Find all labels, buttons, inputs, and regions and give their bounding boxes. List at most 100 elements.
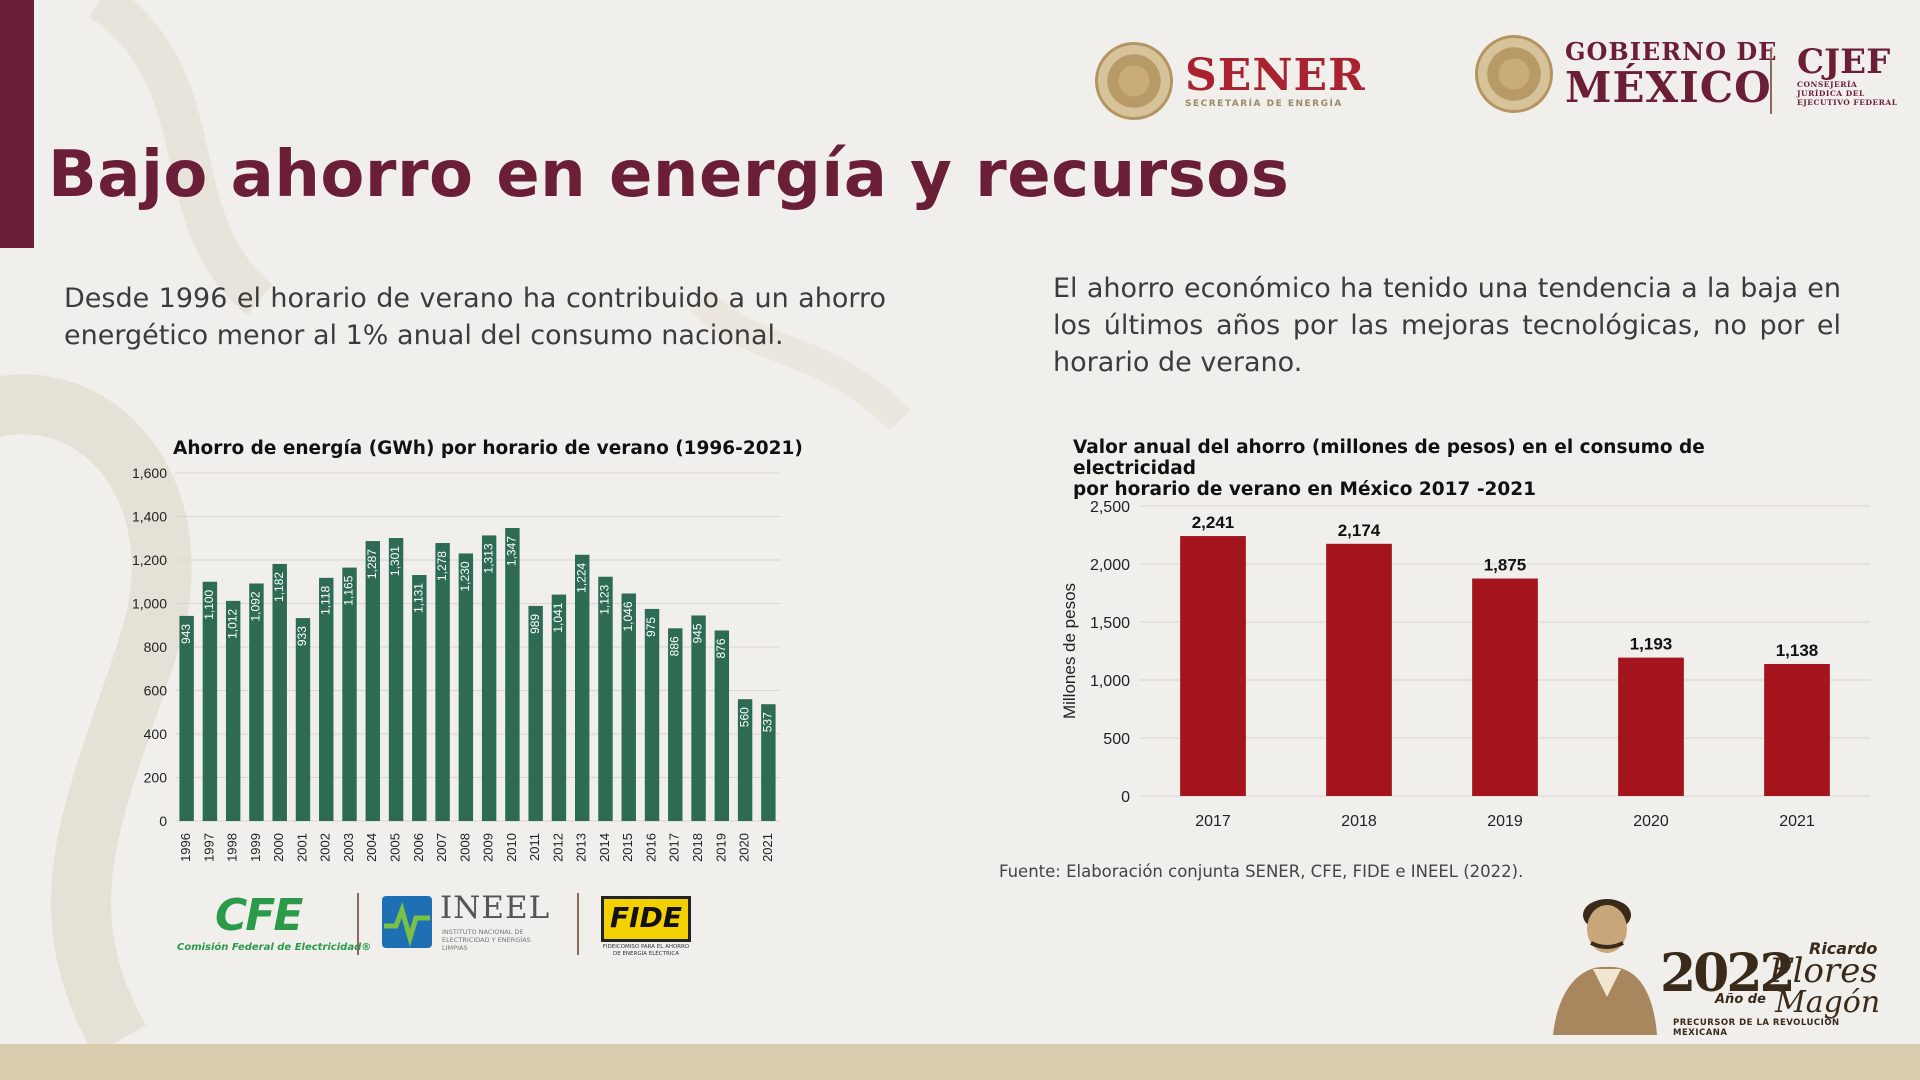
chart1-x-tick: 2011: [527, 833, 542, 861]
chart1-x-tick: 2007: [434, 833, 449, 862]
chart2-y-axis-label: Millones de pesos: [1060, 583, 1079, 719]
chart1-value-label: 537: [761, 712, 775, 732]
source-note: Fuente: Elaboración conjunta SENER, CFE,…: [999, 862, 1524, 881]
chart1-value-label: 1,165: [342, 575, 356, 605]
gobierno-line1: GOBIERNO DE: [1565, 37, 1778, 66]
chart1-bar: [737, 699, 753, 821]
year-precursor: PRECURSOR DE LA REVOLUCIÓN MEXICANA: [1673, 1018, 1840, 1038]
chart1-y-tick: 1,400: [132, 509, 167, 525]
chart1-value-label: 1,182: [272, 572, 286, 602]
chart1-bar: [458, 553, 474, 821]
chart1-x-tick: 2012: [550, 833, 565, 862]
chart2-x-tick: 2017: [1195, 813, 1231, 830]
chart1-value-label: 886: [667, 636, 681, 656]
left-paragraph: Desde 1996 el horario de verano ha contr…: [64, 283, 886, 351]
chart1-y-tick: 800: [144, 639, 168, 655]
fide-logo: FIDE: [601, 896, 691, 942]
chart1-y-tick: 1,600: [132, 465, 167, 481]
chart2-value-label: 1,193: [1630, 635, 1673, 654]
chart2-value-label: 2,241: [1192, 513, 1235, 532]
chart2-x-tick: 2020: [1633, 813, 1669, 830]
chart2-title: Valor anual del ahorro (millones de peso…: [1073, 437, 1793, 500]
chart1-value-label: 1,118: [318, 586, 332, 615]
chart1-x-tick: 2017: [667, 833, 682, 862]
ineel-wordmark: INEEL: [440, 890, 551, 926]
chart2-bar: [1764, 663, 1830, 796]
bottom-band: [0, 1044, 1920, 1080]
chart1-bar: [505, 528, 520, 821]
chart2-y-tick: 1,500: [1090, 615, 1130, 632]
chart1-x-tick: 1996: [178, 833, 193, 862]
chart1-x-tick: 2010: [504, 833, 519, 862]
chart1-bar: [761, 704, 776, 821]
year-2022: 2022: [1660, 943, 1796, 1004]
chart1-bar: [388, 538, 404, 821]
chart1-value-label: 1,131: [411, 583, 425, 613]
chart1-bar: [481, 535, 497, 821]
year-2022-logo: 2022 Año de Ricardo Flores Magón PRECURS…: [1545, 885, 1880, 1038]
right-paragraph: El ahorro económico ha tenido una tenden…: [1053, 273, 1841, 378]
chart1-y-tick: 400: [144, 726, 168, 742]
chart1-value-label: 989: [528, 614, 542, 634]
chart1-value-label: 943: [179, 624, 193, 644]
cjef-subtitle-1: CONSEJERÍA: [1797, 80, 1858, 89]
partner-divider: [577, 893, 579, 955]
chart1-value-label: 1,301: [388, 546, 402, 576]
chart1-value-label: 1,012: [225, 609, 239, 639]
chart1-x-tick: 2015: [620, 833, 635, 862]
chart1-x-tick: 2000: [271, 833, 286, 862]
chart1-value-label: 945: [691, 623, 705, 643]
chart1-x-tick: 2016: [643, 833, 658, 862]
chart1-bar: [621, 593, 636, 821]
chart1-x-tick: 2008: [457, 833, 472, 862]
chart2-y-tick: 2,500: [1090, 499, 1130, 516]
partner-logos: CFE Comisión Federal de Electricidad® IN…: [175, 890, 695, 960]
chart1-bar: [225, 600, 241, 821]
sener-subtitle: SECRETARÍA DE ENERGÍA: [1185, 99, 1343, 109]
chart1-y-tick: 200: [144, 770, 168, 786]
chart1-x-tick: 1997: [201, 833, 216, 862]
chart2-x-tick: 2019: [1487, 813, 1523, 830]
chart1-y-tick: 600: [144, 683, 168, 699]
chart2-bar: [1326, 543, 1392, 796]
slide-title: Bajo ahorro en energía y recursos: [48, 138, 1290, 212]
ineel-icon: [382, 896, 432, 948]
chart1-bar: [272, 563, 287, 821]
economic-savings-bar-chart: 0 500 1,000 1,500 2,000 2,500 Millones de peso…: [1060, 499, 1870, 830]
chart1-value-label: 1,092: [249, 591, 263, 621]
chart2-y-tick: 500: [1103, 731, 1130, 748]
chart2-x-tick: 2018: [1341, 813, 1377, 830]
chart1-bar: [598, 576, 613, 821]
chart2-value-label: 1,875: [1484, 556, 1527, 575]
chart1-x-tick: 2021: [760, 833, 775, 862]
accent-side-bar: [0, 0, 34, 248]
chart1-x-tick: 2014: [597, 833, 612, 862]
chart1-value-label: 876: [714, 638, 728, 658]
logo-divider: [1770, 48, 1772, 114]
cjef-subtitle-3: EJECUTIVO FEDERAL: [1797, 98, 1898, 107]
chart2-bar: [1472, 578, 1538, 796]
chart1-bar: [202, 581, 218, 821]
chart1-x-tick: 2001: [294, 833, 309, 862]
chart2-title-line2: por horario de verano en México 2017 -20…: [1073, 479, 1536, 500]
cfe-subtitle: Comisión Federal de Electricidad®: [177, 942, 372, 953]
chart1-value-label: 560: [737, 707, 751, 727]
chart1-bar: [249, 583, 264, 821]
chart1-bar: [435, 543, 450, 821]
chart1-value-label: 1,230: [458, 561, 472, 591]
year-magon: Magón: [1775, 985, 1881, 1020]
partner-divider: [357, 893, 359, 955]
chart2-y-tick: 0: [1121, 789, 1130, 806]
sener-wordmark: SENER: [1185, 50, 1366, 101]
chart2-y-tick: 2,000: [1090, 557, 1130, 574]
chart1-value-label: 1,046: [621, 601, 635, 631]
chart1-bar: [179, 615, 194, 821]
chart1-value-label: 1,224: [574, 562, 588, 592]
mexico-seal-icon: [1095, 42, 1173, 120]
chart1-x-tick: 2009: [481, 833, 496, 862]
chart1-x-tick: 2019: [713, 833, 728, 862]
cfe-wordmark: CFE: [215, 890, 303, 941]
chart1-y-tick: 1,200: [132, 552, 167, 568]
chart1-x-tick: 2006: [411, 833, 426, 862]
chart1-x-tick: 1998: [225, 833, 240, 862]
